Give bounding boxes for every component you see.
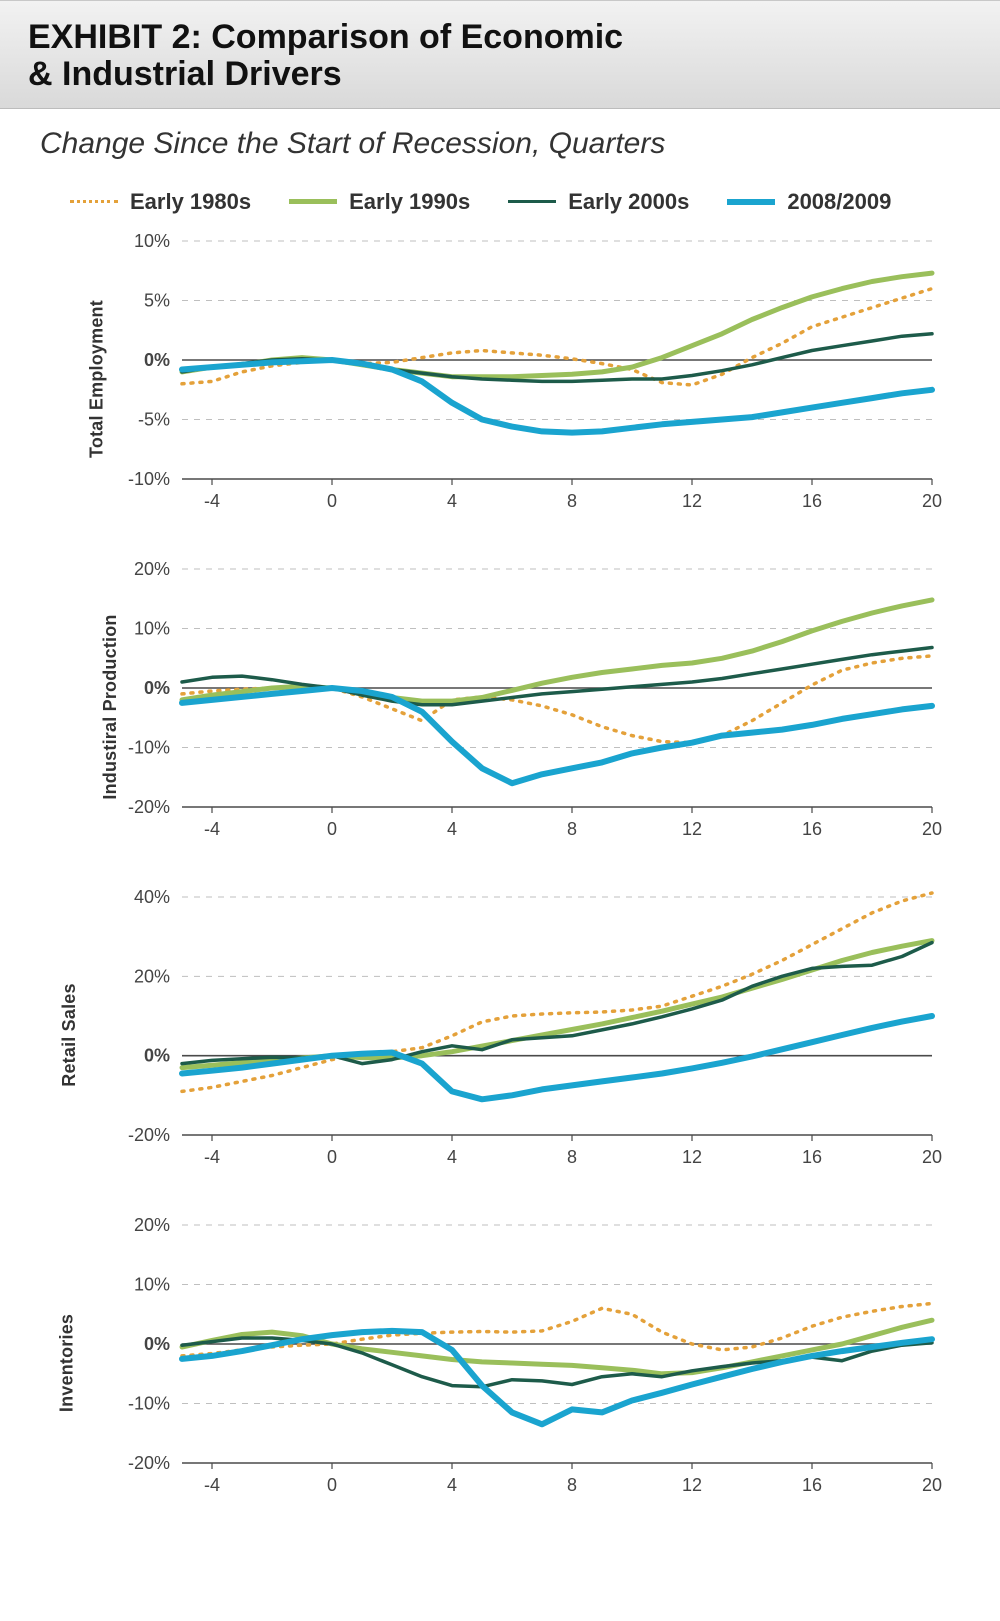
chart-panel-0: Total Employment -10% -5% 0% 5% 10% -4 0 4 8 12 16 2… bbox=[22, 229, 978, 529]
series-line bbox=[182, 940, 932, 1067]
subtitle: Change Since the Start of Recession, Qua… bbox=[0, 109, 1000, 171]
svg-text:-4: -4 bbox=[204, 1147, 220, 1167]
svg-text:0%: 0% bbox=[144, 1334, 170, 1354]
chart-y-label: Inventories bbox=[57, 1314, 78, 1412]
legend-label-2: Early 2000s bbox=[568, 189, 689, 215]
svg-text:0: 0 bbox=[327, 1147, 337, 1167]
svg-text:20: 20 bbox=[922, 819, 942, 839]
series-line bbox=[182, 656, 932, 743]
series-line bbox=[182, 1331, 932, 1424]
svg-text:12: 12 bbox=[682, 819, 702, 839]
chart-y-label: Total Employment bbox=[86, 300, 107, 458]
chart-svg: -20% 0% 20% 40% -4 0 4 8 12 16 20 bbox=[22, 885, 952, 1185]
svg-text:40%: 40% bbox=[134, 887, 170, 907]
svg-text:-20%: -20% bbox=[128, 797, 170, 817]
legend-swatch-1 bbox=[289, 199, 337, 204]
chart-panel-3: Inventories -20% -10% 0% 10% 20% -4 0 4 8 12 16 20 bbox=[22, 1213, 978, 1513]
svg-text:0%: 0% bbox=[144, 678, 170, 698]
legend-swatch-0 bbox=[70, 200, 118, 203]
svg-text:16: 16 bbox=[802, 491, 822, 511]
svg-text:20%: 20% bbox=[134, 559, 170, 579]
svg-text:0: 0 bbox=[327, 491, 337, 511]
svg-text:10%: 10% bbox=[134, 618, 170, 638]
series-line bbox=[182, 1016, 932, 1099]
chart-panels: Total Employment -10% -5% 0% 5% 10% -4 0 4 8 12 16 2… bbox=[0, 229, 1000, 1567]
svg-text:10%: 10% bbox=[134, 231, 170, 251]
svg-text:12: 12 bbox=[682, 1475, 702, 1495]
svg-text:-10%: -10% bbox=[128, 469, 170, 489]
svg-text:16: 16 bbox=[802, 819, 822, 839]
svg-text:-5%: -5% bbox=[138, 409, 170, 429]
legend-swatch-3 bbox=[727, 199, 775, 205]
svg-text:8: 8 bbox=[567, 1475, 577, 1495]
series-line bbox=[182, 942, 932, 1063]
chart-panel-2: Retail Sales -20% 0% 20% 40% -4 0 4 8 12 16 20 bbox=[22, 885, 978, 1185]
svg-text:-4: -4 bbox=[204, 491, 220, 511]
svg-text:4: 4 bbox=[447, 819, 457, 839]
svg-text:16: 16 bbox=[802, 1147, 822, 1167]
legend: Early 1980s Early 1990s Early 2000s 2008/20… bbox=[0, 171, 1000, 229]
legend-label-1: Early 1990s bbox=[349, 189, 470, 215]
svg-text:0%: 0% bbox=[144, 1045, 170, 1065]
title-line-1: EXHIBIT 2: Comparison of Economic bbox=[28, 19, 972, 56]
series-line bbox=[182, 360, 932, 433]
svg-text:20: 20 bbox=[922, 1475, 942, 1495]
svg-text:8: 8 bbox=[567, 1147, 577, 1167]
svg-text:20%: 20% bbox=[134, 1215, 170, 1235]
chart-svg: -20% -10% 0% 10% 20% -4 0 4 8 12 16 20 bbox=[22, 557, 952, 857]
chart-svg: -10% -5% 0% 5% 10% -4 0 4 8 12 16 20 bbox=[22, 229, 952, 529]
svg-text:20: 20 bbox=[922, 1147, 942, 1167]
series-line bbox=[182, 688, 932, 783]
chart-y-label: Retail Sales bbox=[59, 983, 80, 1086]
chart-y-label: Industiral Production bbox=[100, 614, 121, 799]
legend-item-3: 2008/2009 bbox=[727, 189, 891, 215]
svg-text:8: 8 bbox=[567, 819, 577, 839]
legend-label-0: Early 1980s bbox=[130, 189, 251, 215]
legend-item-1: Early 1990s bbox=[289, 189, 470, 215]
svg-text:8: 8 bbox=[567, 491, 577, 511]
svg-text:-20%: -20% bbox=[128, 1125, 170, 1145]
svg-text:4: 4 bbox=[447, 491, 457, 511]
svg-text:4: 4 bbox=[447, 1475, 457, 1495]
svg-text:20%: 20% bbox=[134, 966, 170, 986]
svg-text:12: 12 bbox=[682, 1147, 702, 1167]
svg-text:-20%: -20% bbox=[128, 1453, 170, 1473]
svg-text:0%: 0% bbox=[144, 350, 170, 370]
series-line bbox=[182, 288, 932, 384]
title-line-2: & Industrial Drivers bbox=[28, 56, 972, 93]
svg-text:10%: 10% bbox=[134, 1274, 170, 1294]
svg-text:-4: -4 bbox=[204, 819, 220, 839]
legend-item-2: Early 2000s bbox=[508, 189, 689, 215]
svg-text:16: 16 bbox=[802, 1475, 822, 1495]
legend-item-0: Early 1980s bbox=[70, 189, 251, 215]
series-line bbox=[182, 1320, 932, 1374]
series-line bbox=[182, 600, 932, 701]
svg-text:0: 0 bbox=[327, 819, 337, 839]
title-bar: EXHIBIT 2: Comparison of Economic & Indu… bbox=[0, 0, 1000, 109]
chart-svg: -20% -10% 0% 10% 20% -4 0 4 8 12 16 20 bbox=[22, 1213, 952, 1513]
svg-text:-10%: -10% bbox=[128, 737, 170, 757]
series-line bbox=[182, 647, 932, 704]
svg-text:5%: 5% bbox=[144, 290, 170, 310]
svg-text:0: 0 bbox=[327, 1475, 337, 1495]
legend-label-3: 2008/2009 bbox=[787, 189, 891, 215]
chart-panel-1: Industiral Production -20% -10% 0% 10% 20% -4 0… bbox=[22, 557, 978, 857]
svg-text:-10%: -10% bbox=[128, 1393, 170, 1413]
svg-text:-4: -4 bbox=[204, 1475, 220, 1495]
legend-swatch-2 bbox=[508, 200, 556, 203]
svg-text:4: 4 bbox=[447, 1147, 457, 1167]
svg-text:20: 20 bbox=[922, 491, 942, 511]
svg-text:12: 12 bbox=[682, 491, 702, 511]
